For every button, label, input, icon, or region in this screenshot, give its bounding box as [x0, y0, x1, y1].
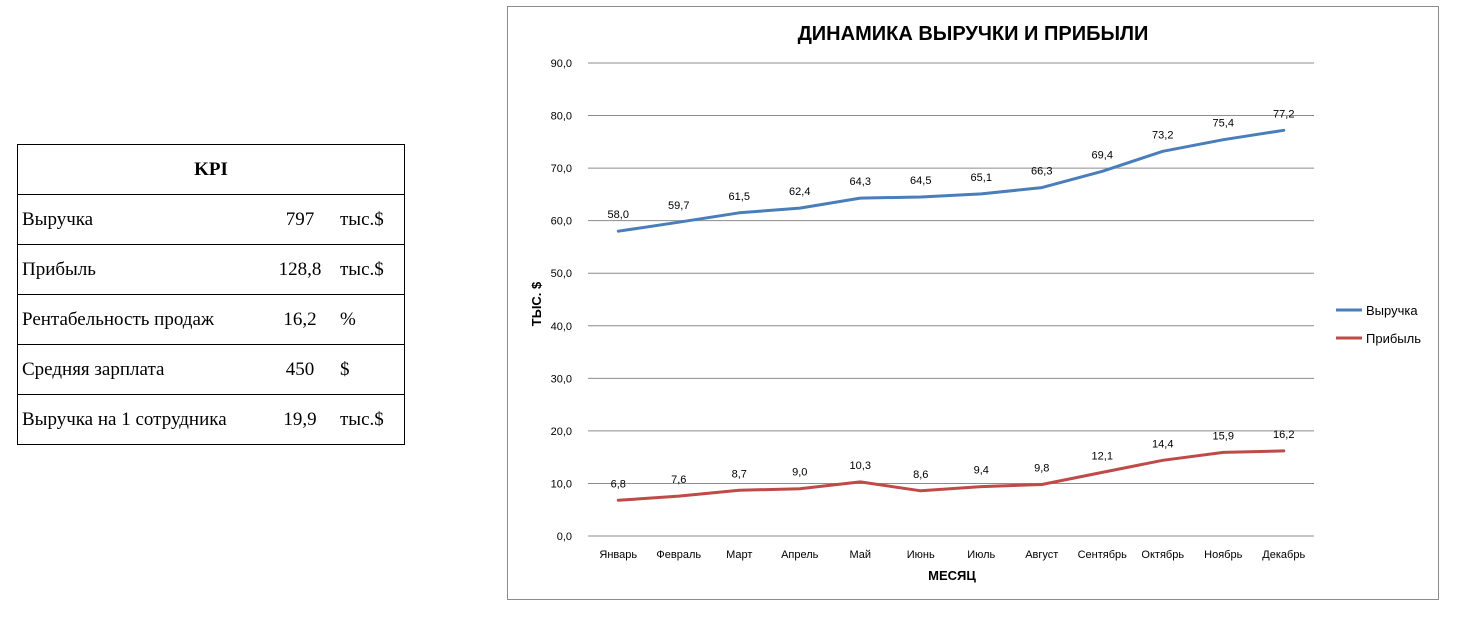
x-tick-label: Апрель — [781, 549, 819, 561]
kpi-value: 450 — [268, 344, 332, 395]
legend-label: Прибыль — [1366, 331, 1421, 346]
x-axis-ticks: Январь Февраль Март Апрель Май Июнь Июль Август… — [599, 549, 1305, 561]
legend-label: Выручка — [1366, 303, 1418, 318]
kpi-label: Выручка — [17, 194, 268, 245]
x-tick-label: Октябрь — [1141, 549, 1184, 561]
data-label: 8,6 — [913, 469, 928, 481]
kpi-unit: тыс.$ — [332, 194, 405, 245]
kpi-label: Выручка на 1 сотрудника — [17, 394, 268, 445]
series-line-2 — [616, 449, 1286, 502]
data-label: 61,5 — [729, 191, 750, 203]
x-tick-label: Сентябрь — [1078, 549, 1128, 561]
data-label: 10,3 — [850, 460, 871, 472]
data-label: 59,7 — [668, 200, 689, 212]
y-tick-label: 40,0 — [551, 321, 572, 333]
x-tick-label: Май — [849, 549, 871, 561]
x-axis-title: МЕСЯЦ — [928, 568, 976, 583]
series-lines — [616, 128, 1286, 502]
x-tick-label: Август — [1025, 549, 1058, 561]
kpi-row: Прибыль 128,8 тыс.$ — [17, 244, 405, 295]
kpi-unit: тыс.$ — [332, 394, 405, 445]
kpi-label: Рентабельность продаж — [17, 294, 268, 345]
x-tick-label: Февраль — [656, 549, 701, 561]
kpi-value: 128,8 — [268, 244, 332, 295]
x-tick-label: Ноябрь — [1204, 549, 1242, 561]
data-label: 66,3 — [1031, 166, 1052, 178]
y-tick-label: 0,0 — [557, 531, 572, 543]
y-tick-label: 60,0 — [551, 216, 572, 228]
data-label: 77,2 — [1273, 108, 1294, 120]
data-label: 64,3 — [850, 176, 871, 188]
kpi-row: Рентабельность продаж 16,2 % — [17, 294, 405, 345]
data-label: 64,5 — [910, 175, 931, 187]
kpi-row: Выручка на 1 сотрудника 19,9 тыс.$ — [17, 394, 405, 445]
x-tick-label: Декабрь — [1262, 549, 1305, 561]
kpi-header-row: KPI — [17, 144, 405, 195]
kpi-title: KPI — [17, 144, 405, 195]
gridlines — [588, 62, 1314, 537]
data-label: 65,1 — [971, 172, 992, 184]
kpi-unit: $ — [332, 344, 405, 395]
kpi-label: Средняя зарплата — [17, 344, 268, 395]
data-label: 62,4 — [789, 186, 810, 198]
kpi-unit: тыс.$ — [332, 244, 405, 295]
chart-area: ДИНАМИКА ВЫРУЧКИ И ПРИБЫЛИ 0,0 10,0 20,0 30… — [507, 6, 1439, 600]
data-labels: 58,0 59,7 61,5 62,4 64,3 64,5 65,1 66,3 69,4 73,2… — [608, 108, 1295, 490]
chart-title: ДИНАМИКА ВЫРУЧКИ И ПРИБЫЛИ — [798, 23, 1149, 45]
data-label: 69,4 — [1092, 149, 1113, 161]
kpi-value: 797 — [268, 194, 332, 245]
data-label: 14,4 — [1152, 438, 1173, 450]
y-axis-ticks: 0,0 10,0 20,0 30,0 40,0 50,0 60,0 70,0 80,0 90,0 — [551, 58, 572, 543]
line-chart: ДИНАМИКА ВЫРУЧКИ И ПРИБЫЛИ 0,0 10,0 20,0 30… — [529, 23, 1421, 583]
y-tick-label: 50,0 — [551, 268, 572, 280]
kpi-table: KPI Выручка 797 тыс.$ Прибыль 128,8 тыс.… — [17, 144, 405, 445]
data-label: 6,8 — [611, 478, 626, 490]
kpi-label: Прибыль — [17, 244, 268, 295]
legend: Выручка Прибыль — [1336, 303, 1421, 346]
kpi-row: Выручка 797 тыс.$ — [17, 194, 405, 245]
series-line-1 — [616, 128, 1286, 233]
y-axis-title: ТЫС. $ — [529, 281, 544, 326]
kpi-unit: % — [332, 294, 405, 345]
kpi-value: 19,9 — [268, 394, 332, 445]
data-label: 58,0 — [608, 209, 629, 221]
data-label: 7,6 — [671, 474, 686, 486]
y-tick-label: 30,0 — [551, 373, 572, 385]
y-tick-label: 90,0 — [551, 58, 572, 70]
data-label: 16,2 — [1273, 429, 1294, 441]
kpi-value: 16,2 — [268, 294, 332, 345]
data-label: 9,0 — [792, 467, 807, 479]
kpi-row: Средняя зарплата 450 $ — [17, 344, 405, 395]
data-label: 9,4 — [974, 465, 989, 477]
data-label: 8,7 — [732, 468, 747, 480]
x-tick-label: Январь — [599, 549, 637, 561]
x-tick-label: Июнь — [907, 549, 935, 561]
x-tick-label: Июль — [967, 549, 995, 561]
y-tick-label: 80,0 — [551, 111, 572, 123]
data-label: 9,8 — [1034, 462, 1049, 474]
data-label: 75,4 — [1213, 118, 1234, 130]
y-tick-label: 20,0 — [551, 426, 572, 438]
y-tick-label: 10,0 — [551, 478, 572, 490]
data-label: 15,9 — [1213, 430, 1234, 442]
data-label: 73,2 — [1152, 129, 1173, 141]
y-tick-label: 70,0 — [551, 163, 572, 175]
x-tick-label: Март — [726, 549, 752, 561]
data-label: 12,1 — [1092, 450, 1113, 462]
